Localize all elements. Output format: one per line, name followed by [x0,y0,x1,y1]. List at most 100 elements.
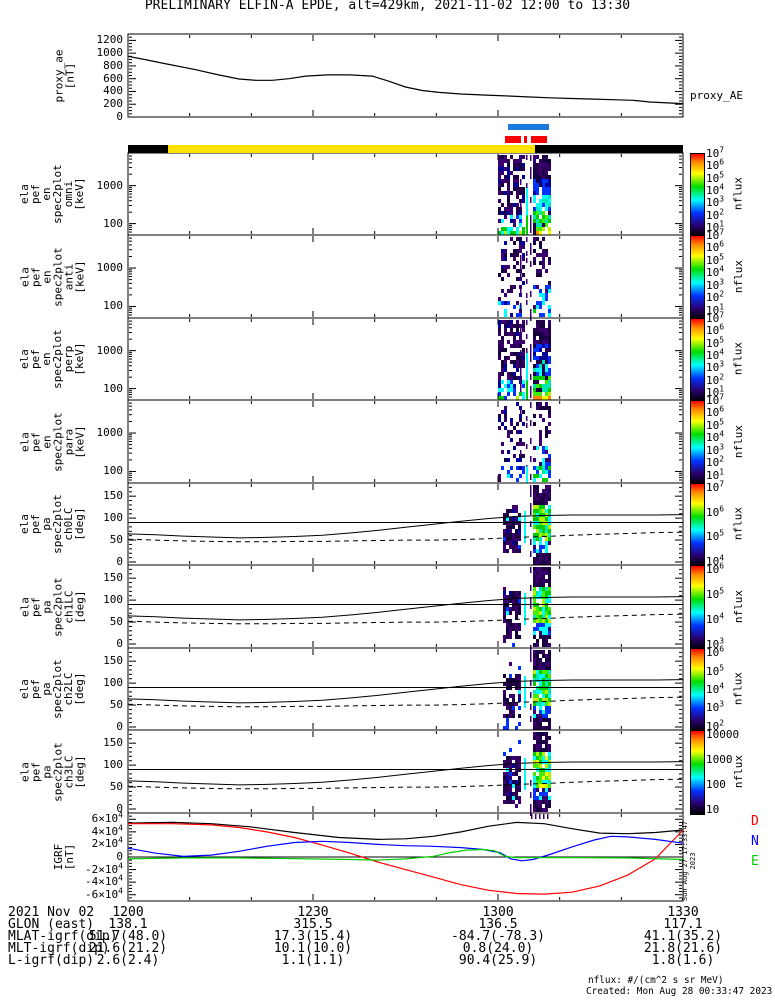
footer-created: Created: Mon Aug 28 00:33:47 2023 [586,986,773,997]
colorbar-title-en3: nflux [731,424,745,458]
colorbar-label: 107 [706,392,725,407]
y-tick-label-en3: 1000 [96,426,124,440]
y-tick-label-igrf: 4×104 [91,823,123,838]
y-tick-label-pa2: 100 [103,676,123,690]
side-timestamp: Sun Aug 27 17:33:47 2023 [681,820,697,902]
colorbar-label: 104 [706,347,725,362]
colorbar-label: 104 [706,429,725,445]
y-tick-label-en1: 1000 [96,261,124,275]
y-tick-label-igrf: 0 [116,850,123,863]
colorbar-label: 106 [706,644,725,660]
y-tick-label-pa1: 50 [109,615,123,629]
colorbar-label: 105 [706,586,725,602]
ylabel-igrf: IGRF [nT] [52,843,76,871]
y-tick-label-pa1: 150 [103,571,123,585]
colorbar-label: 106 [706,322,725,338]
y-tick-label-pa3: 100 [103,758,123,772]
colorbar-title-pa3: nflux [731,754,745,788]
ephemeris-row-label: MLT-igrf(dip) [8,941,110,956]
colorbar-label: 105 [706,252,725,267]
ylabel-en0: ela pef en spec2plot omni [keV] [18,164,86,224]
y-tick-label-igrf: 6×104 [91,810,123,826]
colorbar-label: 102 [706,718,725,733]
y-tick-label-pa2: 0 [116,720,123,733]
colorbar-label: 102 [706,454,725,470]
colorbar-label: 106 [706,561,725,577]
igrf-legend-N: N [751,834,759,849]
y-tick-label-proxy: 800 [103,58,123,72]
ephemeris-value: 21.6(21.2) [88,941,168,956]
ylabel-pa1: ela pef pa spec2plot ch1LC [deg] [18,576,86,637]
y-tick-label-pa2: 50 [109,698,123,712]
colorbar-label: 103 [706,277,725,292]
ephemeris-value: 17.3(15.4) [273,929,353,944]
ylabel-proxy: proxy_ae [nT] [52,49,76,102]
colorbar-label: 102 [706,371,725,387]
colorbar-title-pa0: nflux [731,506,745,541]
colorbar-pa0 [690,483,705,567]
data-curves [127,55,684,895]
colorbar-label: 105 [706,528,725,544]
y-tick-label-pa3: 50 [109,780,123,794]
y-tick-label-pa3: 150 [103,736,123,750]
colorbar-label: 105 [706,662,725,678]
y-tick-label-en3: 100 [103,464,123,478]
colorbar-label: 105 [706,417,725,432]
y-tick-label-igrf: -2×104 [85,860,123,876]
colorbar-title-en1: nflux [731,259,745,293]
igrf-legend-E: E [751,854,759,869]
colorbar-label: 106 [706,157,725,173]
colorbar-label: 107 [706,479,725,495]
ylabel-en1: ela pef en spec2plot anti [keV] [18,246,86,307]
colorbar-en2 [690,318,705,402]
colorbar-label: 103 [706,194,725,210]
colorbar-label: 107 [706,145,725,160]
epoch-bar [530,136,548,143]
ephemeris-value: 136.5 [478,917,518,932]
colorbar-label: 106 [706,404,725,420]
science-zone-bar [508,124,549,130]
colorbar-label: 105 [706,169,725,185]
colorbar-label: 106 [706,504,725,519]
colorbar-label: 103 [706,636,725,651]
y-tick-label-en2: 1000 [96,343,124,357]
date-label: 2021 Nov 02 [8,905,95,920]
time-tick-label: 1300 [482,905,514,920]
ylabel-pa2: ela pef pa spec2plot ch2LC [deg] [18,659,86,719]
ephemeris-value: 41.1(35.2) [643,929,723,944]
ephemeris-value: 1.1(1.1) [281,953,345,968]
y-tick-label-pa1: 0 [116,637,123,650]
y-tick-label-pa3: 0 [116,802,123,815]
time-tick-label: 1230 [297,905,329,920]
proxy-ae-right-label: proxy_AE [690,89,743,102]
colorbar-label: 103 [706,359,725,375]
page-title: PRELIMINARY ELFIN-A EPDE, alt=429km, 202… [144,0,631,13]
colorbar-title-pa2: nflux [731,671,745,706]
y-tick-label-pa0: 100 [103,511,123,525]
colorbar-label: 103 [706,442,725,457]
colorbar-en3 [690,400,705,485]
ylabel-en3: ela pef en spec2plot para [keV] [18,411,86,472]
colorbar-label: 10000 [706,728,740,742]
y-tick-label-proxy: 0 [116,110,123,123]
colorbar-pa3 [690,730,705,815]
colorbar-en1 [690,235,705,320]
colorbar-label: 107 [706,310,725,325]
colorbar-label: 100 [706,777,726,791]
colorbar-label: 104 [706,182,725,197]
y-tick-label-en0: 1000 [96,178,124,192]
ephemeris-value: 10.1(10.0) [273,941,353,956]
ylabel-pa3: ela pef pa spec2plot ch3LC [deg] [18,741,86,802]
epoch-bar [523,136,528,143]
y-tick-label-pa2: 150 [103,654,123,668]
panel-frames-and-ticks [127,33,684,902]
colorbar-title-pa1: nflux [731,589,745,623]
igrf-legend-D: D [751,814,759,829]
y-tick-label-proxy: 1200 [96,33,124,47]
availability-bar [534,145,683,153]
colorbar-label: 106 [706,239,725,255]
time-tick-label: 1330 [667,905,699,920]
ephemeris-value: 117.1 [663,917,703,932]
y-tick-label-en0: 100 [103,216,123,230]
